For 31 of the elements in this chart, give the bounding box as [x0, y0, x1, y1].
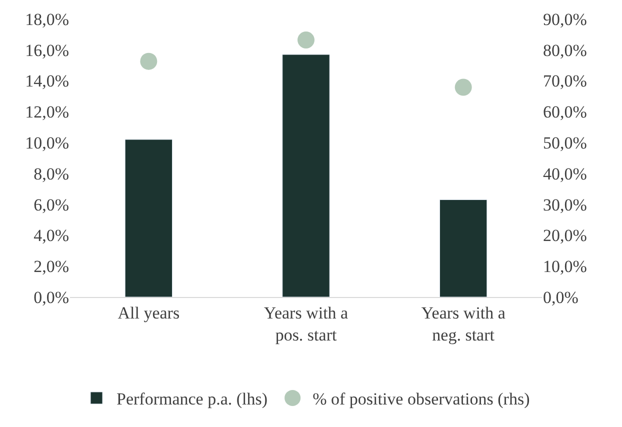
x-tick-label: Years with a pos. start	[264, 303, 349, 344]
y-tick-label: 0,0%	[34, 288, 69, 307]
point	[140, 52, 158, 70]
y2-tick-label: 80,0%	[543, 40, 587, 60]
x-tick-label: Years with a neg. start	[421, 303, 506, 344]
y-tick-label: 10,0%	[25, 134, 69, 153]
bar	[282, 54, 330, 297]
y-tick-label: 6,0%	[34, 195, 69, 214]
y2-tick-label: 0,0%	[543, 288, 578, 307]
y-tick-label: 14,0%	[25, 72, 69, 91]
y2-tick-label: 90,0%	[543, 10, 587, 29]
point	[298, 32, 314, 48]
y2-tick-label: 50,0%	[543, 134, 587, 153]
legend-label: Performance p.a. (lhs)	[116, 390, 268, 409]
y-tick-label: 16,0%	[25, 40, 69, 60]
legend-label: % of positive observations (rhs)	[312, 390, 530, 409]
y-tick-label: 18,0%	[25, 10, 69, 29]
x-tick-label: All years	[118, 303, 180, 322]
y2-tick-label: 30,0%	[543, 195, 587, 214]
y2-tick-label: 40,0%	[543, 164, 587, 184]
y2-tick-label: 20,0%	[543, 226, 587, 246]
y-tick-label: 4,0%	[34, 226, 69, 246]
point	[454, 78, 472, 96]
bar	[124, 139, 173, 297]
bar	[439, 199, 488, 297]
y-tick-label: 2,0%	[34, 257, 69, 276]
y2-tick-label: 70,0%	[543, 72, 587, 91]
y2-tick-label: 10,0%	[543, 257, 587, 276]
y-tick-label: 8,0%	[34, 164, 69, 184]
y2-tick-label: 60,0%	[543, 102, 587, 122]
y-tick-label: 12,0%	[25, 102, 69, 122]
